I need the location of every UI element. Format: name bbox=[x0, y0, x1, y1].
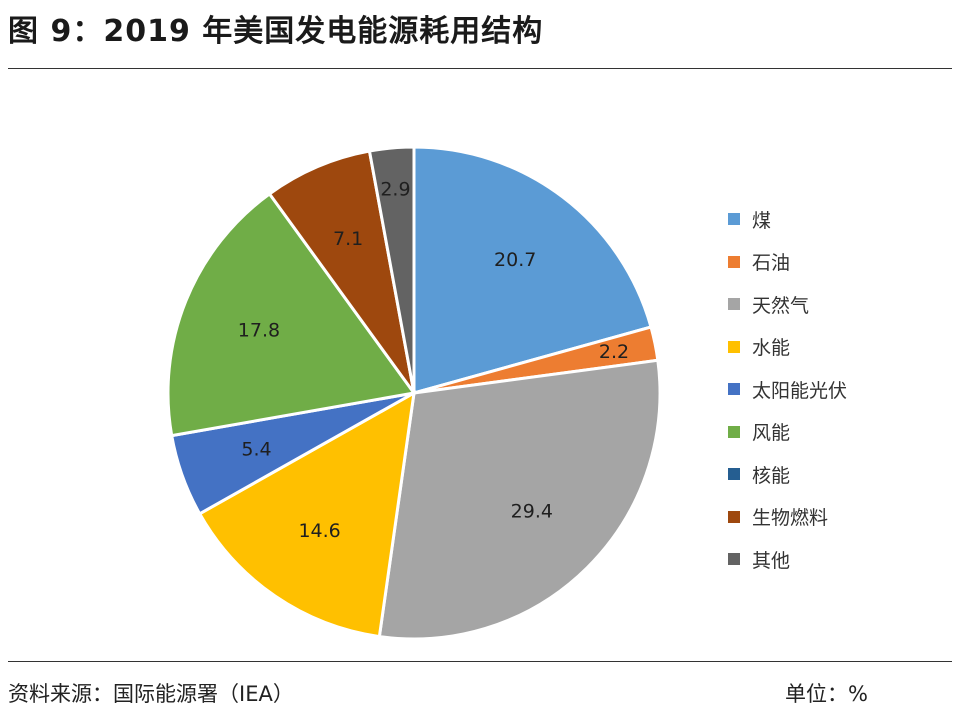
legend-item-other: 其他 bbox=[728, 538, 847, 581]
pie-slice-7 bbox=[267, 149, 416, 394]
pie-value-label-8: 2.9 bbox=[380, 179, 410, 201]
legend-label-wind: 风能 bbox=[752, 422, 791, 445]
legend-swatch-biofuel bbox=[728, 510, 740, 523]
source-note: 资料来源：国际能源署（IEA） bbox=[8, 682, 294, 706]
legend-swatch-hydro bbox=[728, 340, 740, 353]
pie-value-label-4: 5.4 bbox=[241, 438, 271, 460]
legend-label-biofuel: 生物燃料 bbox=[752, 507, 829, 530]
pie-value-label-3: 14.6 bbox=[298, 520, 340, 542]
pie-value-label-2: 29.4 bbox=[511, 501, 553, 523]
legend-swatch-coal bbox=[728, 213, 740, 226]
pie-value-label-0: 20.7 bbox=[494, 249, 536, 271]
legend-swatch-other bbox=[728, 553, 740, 566]
chart-title: 图 9：2019 年美国发电能源耗用结构 bbox=[8, 14, 544, 49]
legend-item-oil: 石油 bbox=[728, 241, 847, 284]
legend-swatch-solar-pv bbox=[728, 383, 740, 396]
bottom-divider bbox=[8, 661, 952, 662]
legend-label-oil: 石油 bbox=[752, 252, 791, 275]
unit-note: 单位：% bbox=[785, 682, 868, 706]
legend-label-nuclear: 核能 bbox=[752, 464, 791, 487]
legend-label-hydro: 水能 bbox=[752, 337, 791, 360]
legend-label-solar-pv: 太阳能光伏 bbox=[752, 379, 848, 402]
pie-slice-2 bbox=[377, 358, 662, 641]
pie-slice-0 bbox=[412, 145, 653, 395]
pie-slice-3 bbox=[197, 390, 416, 639]
pie-value-label-7: 7.1 bbox=[333, 228, 363, 250]
pie-slice-5 bbox=[166, 191, 417, 438]
legend-swatch-oil bbox=[728, 255, 740, 268]
legend-item-biofuel: 生物燃料 bbox=[728, 496, 847, 539]
legend-swatch-natural-gas bbox=[728, 298, 740, 311]
chart-legend: 煤 石油 天然气 水能 太阳能光伏 风能 核能 生物燃料 其他 bbox=[728, 198, 847, 581]
pie-value-label-1: 2.2 bbox=[599, 341, 629, 363]
pie-slice-8 bbox=[367, 145, 416, 394]
legend-item-natural-gas: 天然气 bbox=[728, 283, 847, 326]
legend-item-nuclear: 核能 bbox=[728, 453, 847, 496]
legend-label-coal: 煤 bbox=[752, 209, 772, 232]
legend-item-solar-pv: 太阳能光伏 bbox=[728, 368, 847, 411]
legend-item-hydro: 水能 bbox=[728, 326, 847, 369]
top-divider bbox=[8, 68, 952, 69]
pie-value-label-5: 17.8 bbox=[238, 319, 280, 341]
legend-swatch-wind bbox=[728, 425, 740, 438]
legend-item-coal: 煤 bbox=[728, 198, 847, 241]
legend-label-other: 其他 bbox=[752, 549, 791, 572]
legend-swatch-nuclear bbox=[728, 468, 740, 481]
legend-label-natural-gas: 天然气 bbox=[752, 294, 810, 317]
legend-item-wind: 风能 bbox=[728, 411, 847, 454]
